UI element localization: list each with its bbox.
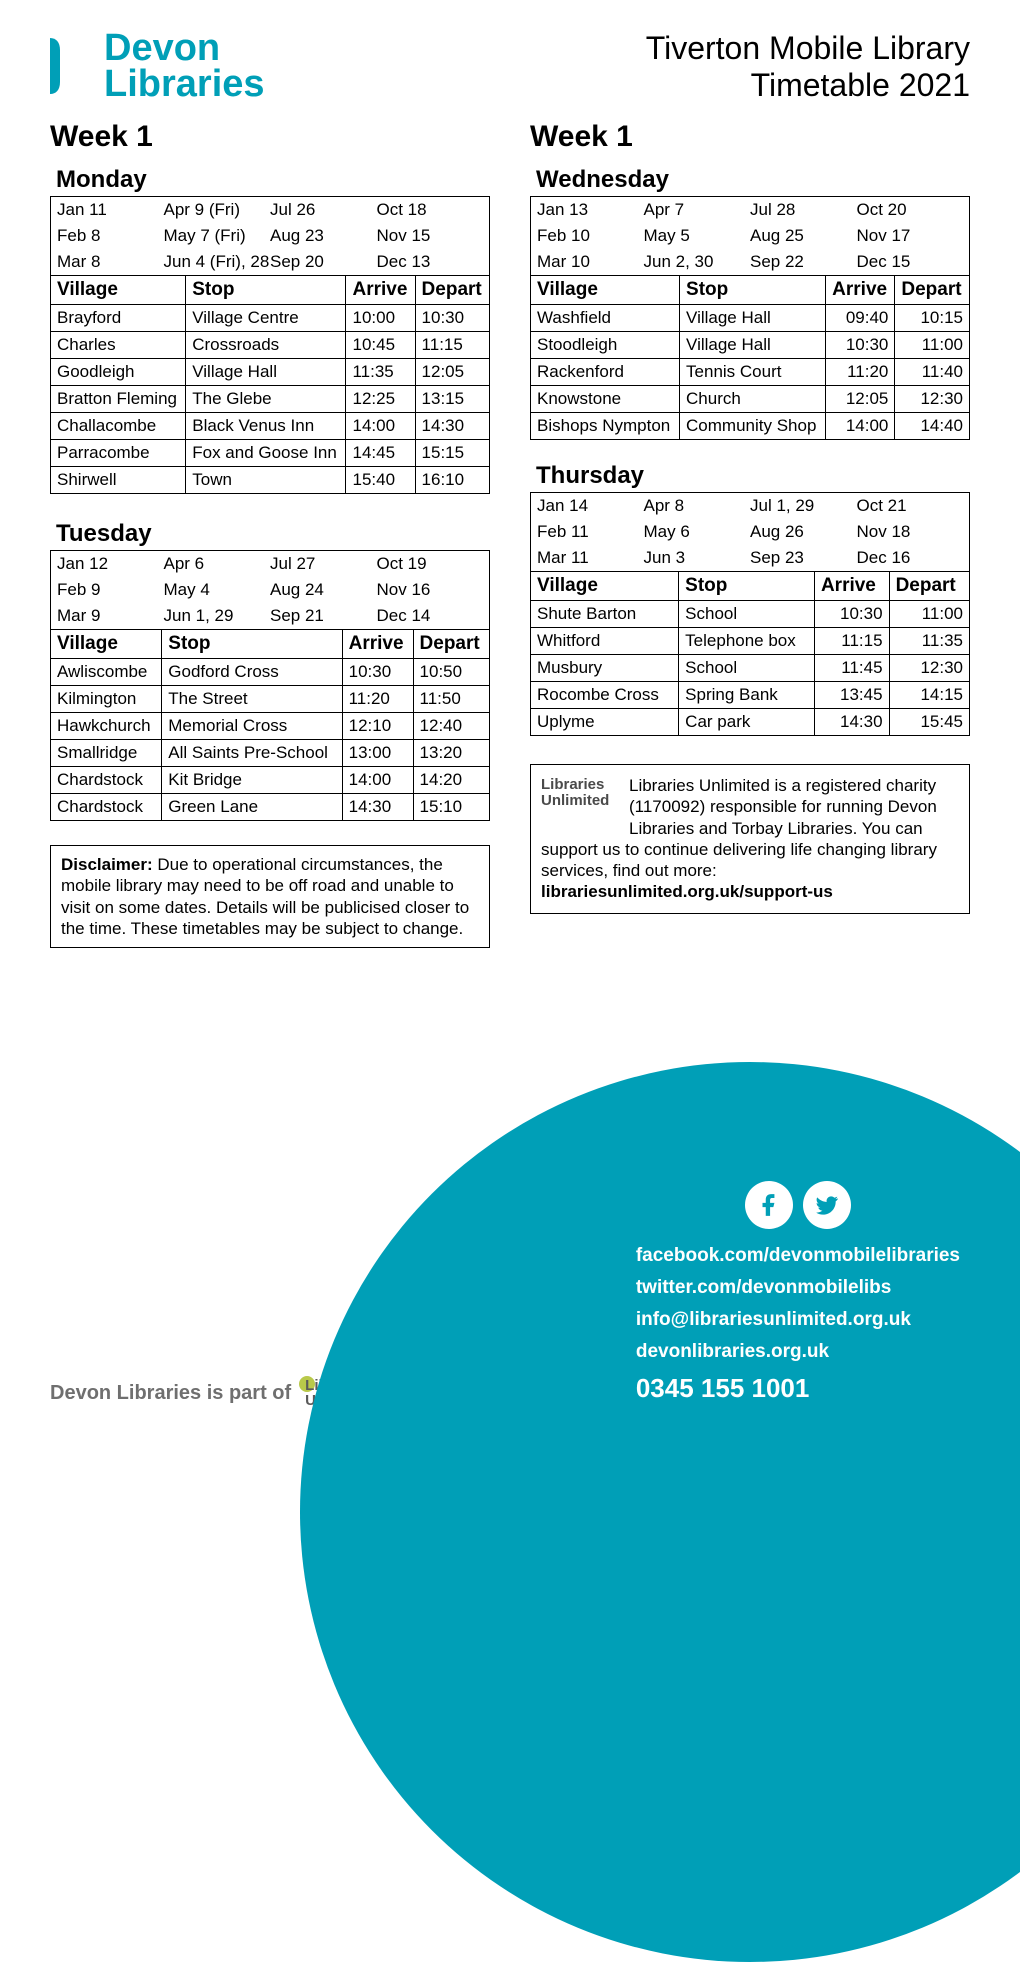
facebook-icon[interactable]: [745, 1181, 793, 1229]
th-village: Village: [531, 276, 680, 305]
table-row: UplymeCar park14:3015:45: [531, 709, 970, 736]
th-stop: Stop: [680, 276, 826, 305]
table-row: SmallridgeAll Saints Pre-School13:0013:2…: [51, 740, 490, 767]
th-stop: Stop: [679, 572, 815, 601]
part-of-text: Devon Libraries is part of: [50, 1382, 291, 1405]
th-stop: Stop: [186, 276, 346, 305]
phone-number: 0345 155 1001: [636, 1373, 960, 1404]
day-monday: Monday: [56, 166, 490, 194]
th-arrive: Arrive: [342, 630, 413, 659]
table-row: Bishops NymptonCommunity Shop14:0014:40: [531, 413, 970, 440]
monday-dates: Jan 11Apr 9 (Fri)Jul 26Oct 18 Feb 8May 7…: [50, 196, 490, 275]
charity-box: Libraries Unlimited Libraries Unlimited …: [530, 764, 970, 914]
table-row: KilmingtonThe Street11:2011:50: [51, 686, 490, 713]
tuesday-dates: Jan 12Apr 6Jul 27Oct 19 Feb 9May 4Aug 24…: [50, 550, 490, 629]
email-link[interactable]: info@librariesunlimited.org.uk: [636, 1309, 960, 1331]
table-row: AwliscombeGodford Cross10:3010:50: [51, 659, 490, 686]
disclaimer-label: Disclaimer:: [61, 855, 153, 874]
thursday-table: Village Stop Arrive Depart Shute BartonS…: [530, 571, 970, 736]
week-title-left: Week 1: [50, 120, 490, 154]
table-row: Shute BartonSchool10:3011:00: [531, 601, 970, 628]
day-wednesday: Wednesday: [536, 166, 970, 194]
twitter-icon[interactable]: [803, 1181, 851, 1229]
table-row: Bratton FlemingThe Glebe12:2513:15: [51, 386, 490, 413]
twitter-link[interactable]: twitter.com/devonmobilelibs: [636, 1277, 960, 1299]
th-depart: Depart: [413, 630, 489, 659]
libraries-unlimited-logo: Libraries Unlimited: [541, 777, 619, 823]
table-row: RackenfordTennis Court11:2011:40: [531, 359, 970, 386]
brand-word2: Libraries: [104, 66, 265, 102]
table-row: WhitfordTelephone box11:1511:35: [531, 628, 970, 655]
th-depart: Depart: [415, 276, 489, 305]
table-row: MusburySchool11:4512:30: [531, 655, 970, 682]
th-village: Village: [51, 276, 186, 305]
table-row: KnowstoneChurch12:0512:30: [531, 386, 970, 413]
logo-mark-icon: [50, 38, 96, 94]
table-row: ShirwellTown15:4016:10: [51, 467, 490, 494]
wednesday-dates: Jan 13Apr 7Jul 28Oct 20 Feb 10May 5Aug 2…: [530, 196, 970, 275]
th-arrive: Arrive: [346, 276, 415, 305]
charity-link: librariesunlimited.org.uk/support-us: [541, 882, 833, 901]
brand-word1: Devon: [104, 30, 265, 66]
table-row: ChallacombeBlack Venus Inn14:0014:30: [51, 413, 490, 440]
table-row: HawkchurchMemorial Cross12:1012:40: [51, 713, 490, 740]
table-row: WashfieldVillage Hall09:4010:15: [531, 305, 970, 332]
th-depart: Depart: [895, 276, 970, 305]
th-village: Village: [51, 630, 162, 659]
table-row: ParracombeFox and Goose Inn14:4515:15: [51, 440, 490, 467]
table-row: StoodleighVillage Hall10:3011:00: [531, 332, 970, 359]
table-row: ChardstockKit Bridge14:0014:20: [51, 767, 490, 794]
page-title: Tiverton Mobile Library Timetable 2021: [646, 30, 970, 104]
disclaimer-box: Disclaimer: Due to operational circumsta…: [50, 845, 490, 948]
web-link[interactable]: devonlibraries.org.uk: [636, 1341, 960, 1363]
monday-table: Village Stop Arrive Depart BrayfordVilla…: [50, 275, 490, 494]
table-row: BrayfordVillage Centre10:0010:30: [51, 305, 490, 332]
th-stop: Stop: [162, 630, 342, 659]
th-depart: Depart: [889, 572, 969, 601]
contact-block: facebook.com/devonmobilelibraries twitte…: [636, 1181, 960, 1404]
title-line-2: Timetable 2021: [646, 67, 970, 104]
facebook-link[interactable]: facebook.com/devonmobilelibraries: [636, 1245, 960, 1267]
wednesday-table: Village Stop Arrive Depart WashfieldVill…: [530, 275, 970, 440]
th-arrive: Arrive: [814, 572, 889, 601]
title-line-1: Tiverton Mobile Library: [646, 30, 970, 67]
week-title-right: Week 1: [530, 120, 970, 154]
thursday-dates: Jan 14Apr 8Jul 1, 29Oct 21 Feb 11May 6Au…: [530, 492, 970, 571]
th-village: Village: [531, 572, 679, 601]
day-tuesday: Tuesday: [56, 520, 490, 548]
table-row: ChardstockGreen Lane14:3015:10: [51, 794, 490, 821]
table-row: Rocombe CrossSpring Bank13:4514:15: [531, 682, 970, 709]
brand-logo: Devon Libraries: [50, 30, 265, 102]
th-arrive: Arrive: [826, 276, 895, 305]
table-row: GoodleighVillage Hall11:3512:05: [51, 359, 490, 386]
tuesday-table: Village Stop Arrive Depart AwliscombeGod…: [50, 629, 490, 821]
table-row: CharlesCrossroads10:4511:15: [51, 332, 490, 359]
day-thursday: Thursday: [536, 462, 970, 490]
